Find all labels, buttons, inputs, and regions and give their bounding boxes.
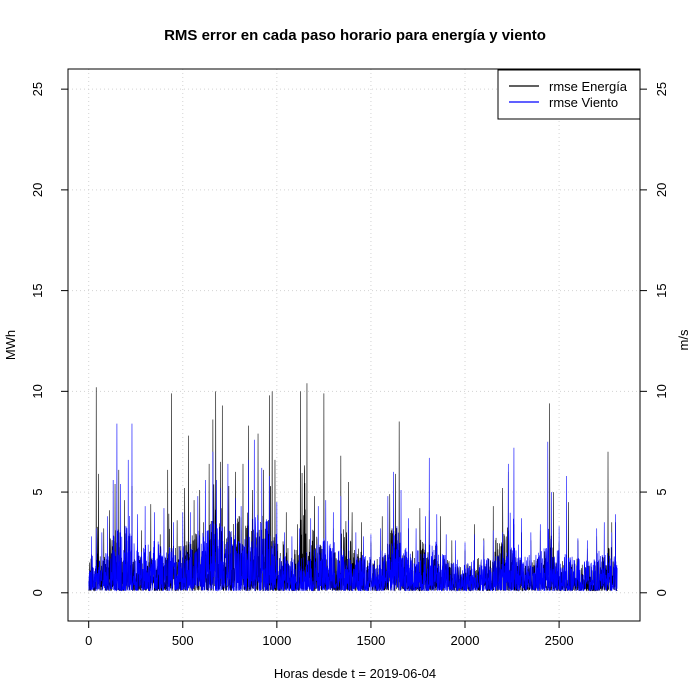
legend-label-viento: rmse Viento: [549, 95, 618, 110]
x-tick-label: 500: [172, 633, 194, 648]
y-tick-label-right: 0: [654, 589, 669, 596]
y-axis-label-left: MWh: [3, 330, 18, 360]
x-tick-label: 0: [85, 633, 92, 648]
legend: rmse Energía rmse Viento: [497, 69, 641, 120]
grid: [68, 69, 640, 621]
series-layer: [88, 383, 618, 592]
x-axis-label: Horas desde t = 2019-06-04: [274, 666, 436, 681]
y-tick-label-left: 25: [30, 82, 45, 96]
y-tick-label-right: 10: [654, 384, 669, 398]
y-tick-label-right: 15: [654, 283, 669, 297]
series-line-energia: [88, 383, 618, 592]
legend-box: [497, 69, 641, 120]
y-tick-label-left: 10: [30, 384, 45, 398]
series-line-viento: [88, 423, 618, 592]
plot-frame: [67, 68, 641, 622]
y-tick-label-left: 20: [30, 183, 45, 197]
legend-label-energia: rmse Energía: [549, 79, 628, 94]
x-tick-label: 2500: [545, 633, 574, 648]
y-tick-label-right: 5: [654, 488, 669, 495]
y-tick-label-left: 5: [30, 488, 45, 495]
x-tick-label: 1500: [356, 633, 385, 648]
y-tick-label-right: 20: [654, 183, 669, 197]
axes: 0 500 1000 1500 2000 2500 0 0 5 5 10 10 15 15 20 20 25 25: [30, 82, 669, 648]
x-tick-label: 1000: [262, 633, 291, 648]
y-tick-label-left: 15: [30, 283, 45, 297]
y-tick-label-right: 25: [654, 82, 669, 96]
y-tick-label-left: 0: [30, 589, 45, 596]
chart-title: RMS error en cada paso horario para ener…: [164, 27, 546, 44]
x-tick-label: 2000: [451, 633, 480, 648]
y-axis-label-right: m/s: [676, 329, 691, 350]
